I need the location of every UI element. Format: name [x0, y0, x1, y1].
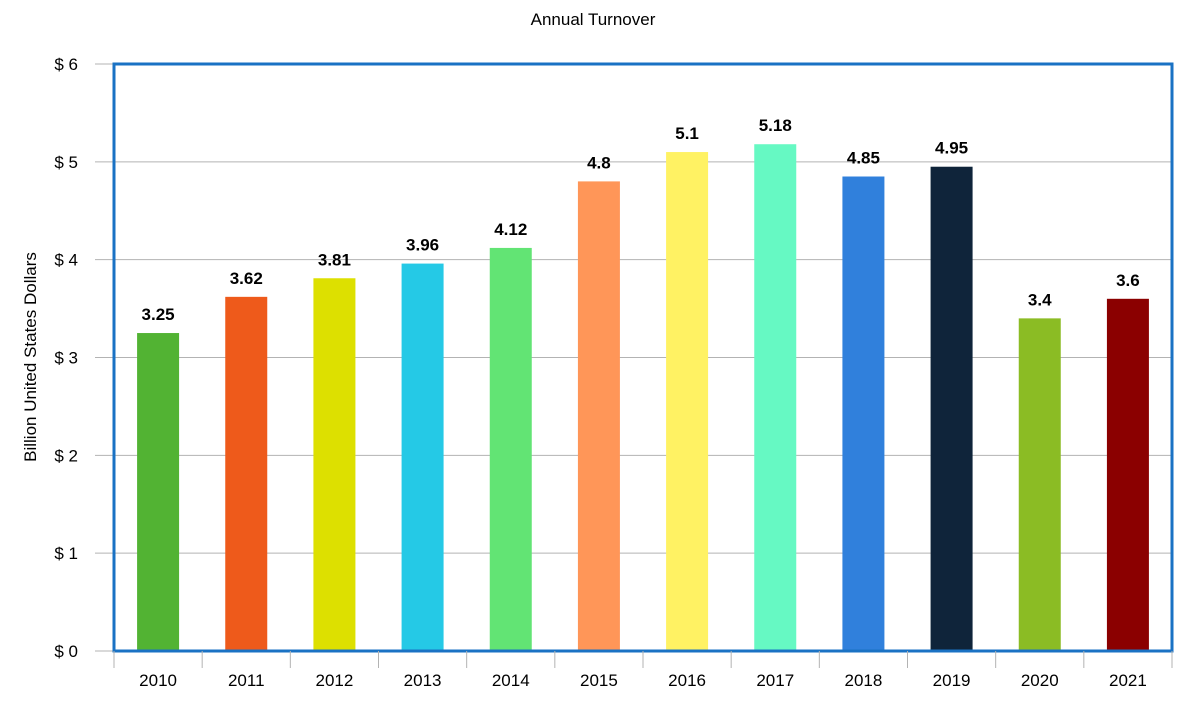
- data-label-2019: 4.95: [935, 139, 968, 158]
- data-label-2018: 4.85: [847, 149, 880, 168]
- x-axis-ticks: 2010 2011 2012 2013 2014 2015 2016 2017 2018 2019…: [113, 651, 1173, 690]
- y-tick-label: $ 6: [54, 55, 78, 74]
- data-label-2017: 5.18: [759, 116, 792, 135]
- x-tick-label: 2020: [1021, 671, 1059, 690]
- bar-2013: [401, 263, 444, 651]
- data-labels: 3.25 3.62 3.81 3.96 4.12 4.8 5.1 5.18 4.85 4.95 3.…: [142, 116, 1140, 324]
- data-label-2013: 3.96: [406, 236, 439, 255]
- x-tick-label: 2010: [139, 671, 177, 690]
- x-tick-label: 2015: [580, 671, 618, 690]
- data-label-2012: 3.81: [318, 250, 351, 269]
- data-label-2021: 3.6: [1116, 271, 1140, 290]
- y-axis-label: Billion United States Dollars: [21, 252, 40, 462]
- x-tick-label: 2018: [845, 671, 883, 690]
- y-tick-label: $ 5: [54, 153, 78, 172]
- bar-2021: [1106, 298, 1149, 651]
- bar-2014: [489, 247, 532, 651]
- bar-2017: [754, 144, 797, 651]
- y-axis-ticks: $ 0 $ 1 $ 2 $ 3 $ 4 $ 5 $ 6: [54, 55, 78, 661]
- chart-title: Annual Turnover: [531, 10, 656, 29]
- x-tick-label: 2014: [492, 671, 530, 690]
- bar-2010: [137, 333, 180, 651]
- x-tick-label: 2013: [404, 671, 442, 690]
- data-label-2016: 5.1: [675, 124, 699, 143]
- data-label-2020: 3.4: [1028, 290, 1052, 309]
- x-tick-label: 2019: [933, 671, 971, 690]
- y-tick-label: $ 1: [54, 544, 78, 563]
- y-tick-label: $ 2: [54, 446, 78, 465]
- x-tick-label: 2011: [228, 671, 265, 690]
- data-label-2014: 4.12: [494, 220, 527, 239]
- data-label-2015: 4.8: [587, 153, 611, 172]
- data-label-2010: 3.25: [142, 305, 175, 324]
- bars: [137, 144, 1149, 652]
- bar-2011: [225, 296, 268, 651]
- x-tick-label: 2012: [316, 671, 354, 690]
- data-label-2011: 3.62: [230, 269, 263, 288]
- y-tick-label: $ 0: [54, 642, 78, 661]
- bar-2012: [313, 278, 356, 651]
- bar-2020: [1018, 318, 1061, 651]
- bar-2015: [577, 181, 620, 651]
- bar-2019: [930, 166, 973, 651]
- x-tick-label: 2016: [668, 671, 706, 690]
- y-tick-label: $ 3: [54, 349, 78, 368]
- y-tick-label: $ 4: [54, 251, 78, 270]
- x-tick-label: 2021: [1109, 671, 1147, 690]
- bar-2016: [666, 152, 709, 652]
- bar-2018: [842, 176, 885, 651]
- x-tick-label: 2017: [756, 671, 794, 690]
